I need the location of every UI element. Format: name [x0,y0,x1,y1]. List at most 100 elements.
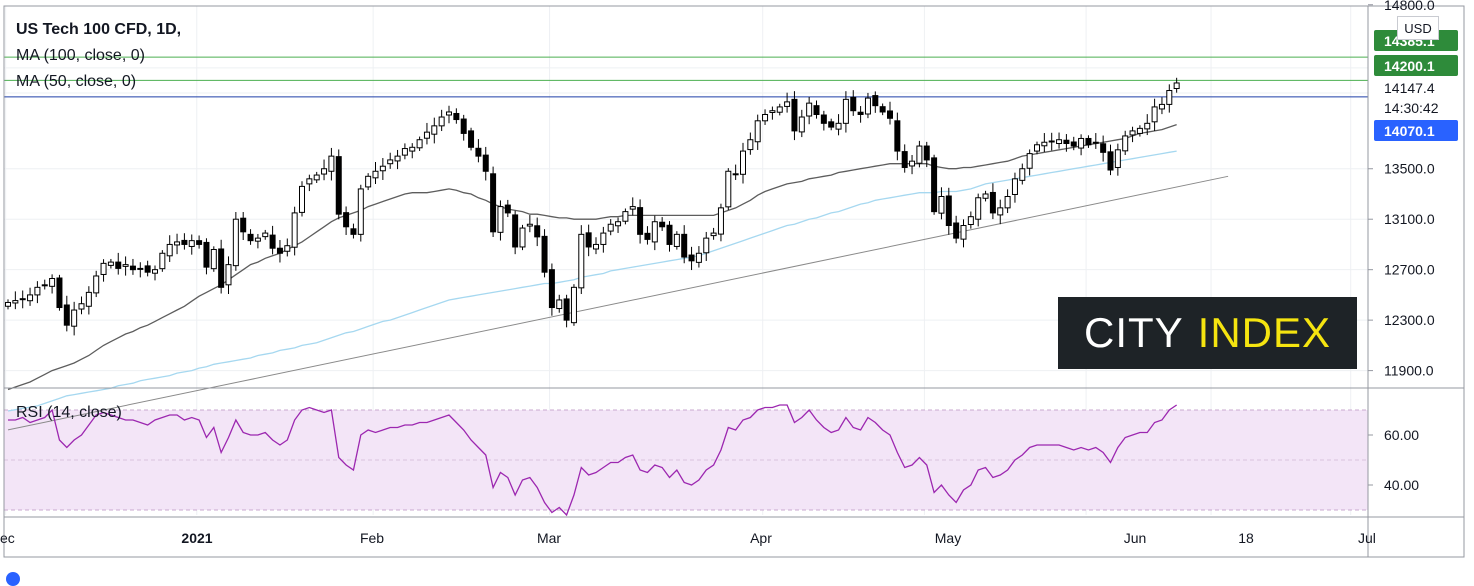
candle-body [989,191,996,214]
candle [585,224,592,257]
candle [203,238,210,275]
candle-body [637,207,644,235]
price-axis[interactable]: 14800.0 13500.0 13100.0 12700.0 12300.0 11900… [1368,0,1435,379]
candle [5,299,11,310]
legend-ma100[interactable]: MA (100, close, 0) [16,47,145,64]
candle-body [416,139,423,149]
rsi-axis[interactable]: 60.00 40.00 [1368,427,1419,493]
candle [93,270,100,298]
candle [1166,84,1173,113]
candle [593,237,599,255]
candle-body [27,294,34,302]
candle [666,221,673,252]
candle [1026,149,1033,176]
candle-body [975,197,982,220]
candle [747,132,754,155]
candle-body [1041,141,1048,147]
candle [644,226,651,245]
candle [651,215,658,251]
candle [115,252,122,275]
candle-body [615,221,622,227]
candle-body [556,299,563,310]
candle [681,225,688,264]
candle-body [93,275,100,294]
candle-body [923,145,930,161]
candle-body [644,232,651,240]
candle [365,173,372,191]
candle-body [1063,139,1070,145]
candle-body [512,214,519,248]
candle [401,143,408,160]
candle [129,258,136,275]
candle-body [203,241,210,268]
candle-body [879,106,886,113]
candle [276,240,283,263]
price-tick-label: 13100.0 [1384,211,1435,227]
time-tick-label: Jun [1124,530,1147,546]
candle [659,217,666,231]
candle-body [504,204,511,214]
candle-body [328,155,335,172]
candle-body [740,150,746,175]
time-axis[interactable]: ec 2021 Feb Mar Apr May Jun 18 Jul [0,530,1376,546]
candle-body [401,148,408,156]
candle [725,168,732,210]
candle-body [600,232,607,245]
candle-body [475,147,482,157]
time-tick-label: Feb [360,530,384,546]
candle-body [152,269,158,274]
candle-body [1129,130,1136,136]
candle [269,225,276,255]
candle-body [232,218,239,267]
candle-body [240,217,247,233]
candle-body [629,206,636,210]
candle-body [321,168,328,175]
candle-body [71,309,78,327]
candle-body [372,170,379,179]
candle [879,103,886,116]
time-tick-label: May [935,530,961,546]
candle [769,106,776,120]
candle [196,235,203,249]
ma100-line [7,150,1177,412]
last-price-label: 14147.4 [1384,80,1435,96]
currency-badge[interactable]: USD [1397,16,1439,40]
candle-body [842,98,849,124]
candle [27,287,34,306]
price-badge-label: 14070.1 [1384,123,1435,139]
candle [688,246,695,271]
candle-body [49,278,56,287]
candle-body [423,131,430,139]
candle [1107,144,1114,176]
candle-body [798,116,805,133]
time-tick-label: Mar [537,530,561,546]
candle-body [659,221,666,228]
candle [967,211,974,229]
candle-body [607,223,614,232]
candle [1122,130,1129,155]
legend-ma50[interactable]: MA (50, close, 0) [16,73,137,90]
candle [1136,125,1143,137]
price-tick-label: 12300.0 [1384,312,1435,328]
candle-body [1166,90,1173,105]
candle [629,197,636,216]
candle [107,258,114,269]
candle [740,142,746,184]
candle [519,224,526,251]
candle-body [945,195,952,227]
candle [63,295,70,332]
candle-body [276,247,283,254]
ma50-polyline [7,123,1177,391]
candle [864,92,871,119]
city-index-logo: CITY INDEX [1058,297,1357,369]
legend-rsi[interactable]: RSI (14, close) [16,404,122,421]
candle-body [938,196,945,214]
candle [299,181,305,217]
candle-body [438,116,445,127]
candle [78,296,85,315]
candle-body [1078,137,1085,149]
rsi-polyline [8,404,1178,517]
candle [372,162,379,185]
